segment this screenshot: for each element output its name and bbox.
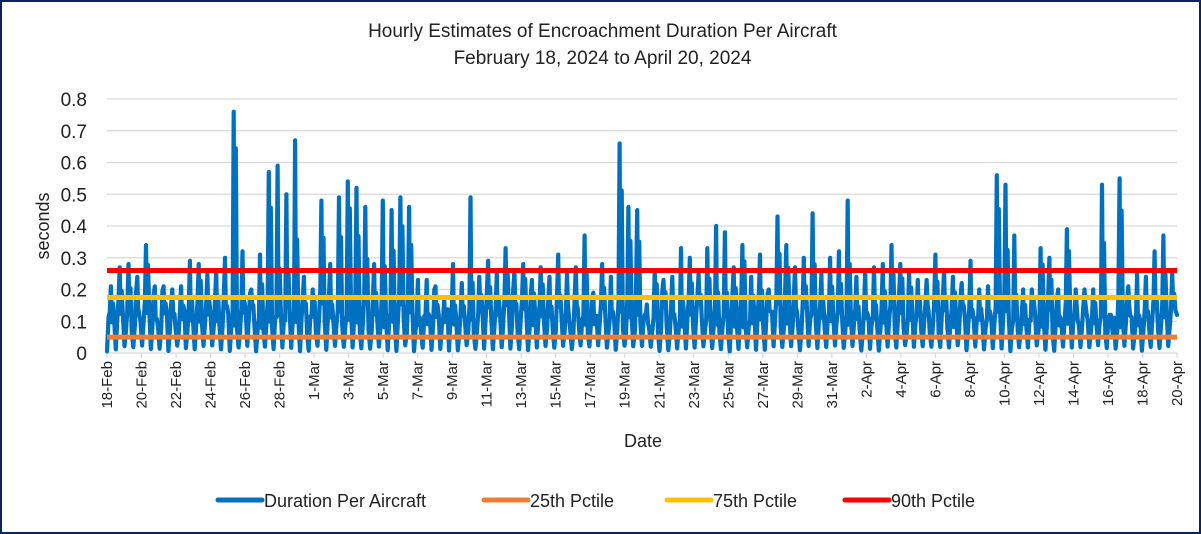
x-tick-label: 9-Mar bbox=[444, 361, 461, 400]
x-tick-label: 20-Feb bbox=[134, 361, 151, 409]
legend-label: 90th Pctile bbox=[891, 491, 975, 511]
legend-label: Duration Per Aircraft bbox=[264, 491, 426, 511]
legend-item: 75th Pctile bbox=[664, 491, 797, 511]
legend-item: Duration Per Aircraft bbox=[215, 491, 426, 511]
chart-subtitle: February 18, 2024 to April 20, 2024 bbox=[453, 48, 752, 69]
x-tick-label: 26-Feb bbox=[237, 361, 254, 409]
x-tick-label: 5-Mar bbox=[375, 361, 392, 400]
x-tick-label: 11-Mar bbox=[479, 361, 496, 407]
x-tick-label: 3-Mar bbox=[341, 361, 358, 400]
y-tick-label: 0.3 bbox=[61, 249, 87, 270]
legend-item: 90th Pctile bbox=[842, 491, 975, 511]
x-tick-label: 1-Mar bbox=[306, 361, 323, 400]
x-tick-label: 20-Apr bbox=[1169, 361, 1186, 406]
y-tick-label: 0.6 bbox=[61, 154, 87, 175]
legend-label: 75th Pctile bbox=[713, 491, 797, 511]
x-tick-label: 24-Feb bbox=[203, 361, 220, 409]
y-axis-title: seconds bbox=[33, 192, 53, 259]
x-tick-label: 7-Mar bbox=[410, 361, 427, 400]
x-tick-label: 28-Feb bbox=[272, 361, 289, 409]
x-tick-label: 17-Mar bbox=[582, 361, 599, 409]
x-axis: 18-Feb 20-Feb 22-Feb 24-Feb 26-Feb 28-Feb 1-Ma… bbox=[99, 352, 1186, 409]
x-tick-label: 23-Mar bbox=[686, 361, 703, 409]
y-tick-label: 0 bbox=[76, 344, 87, 365]
y-tick-label: 0.1 bbox=[61, 312, 87, 333]
x-tick-label: 6-Apr bbox=[927, 361, 944, 398]
legend-item: 25th Pctile bbox=[481, 491, 614, 511]
x-tick-label: 31-Mar bbox=[824, 361, 841, 409]
x-tick-label: 15-Mar bbox=[548, 361, 565, 409]
y-tick-label: 0.2 bbox=[61, 281, 87, 302]
x-tick-label: 16-Apr bbox=[1100, 361, 1117, 406]
plot-area bbox=[104, 109, 1180, 354]
chart-title: Hourly Estimates of Encroachment Duratio… bbox=[368, 21, 837, 42]
y-tick-label: 0.4 bbox=[61, 217, 88, 238]
x-tick-label: 25-Mar bbox=[720, 361, 737, 409]
y-tick-label: 0.5 bbox=[61, 185, 87, 206]
x-tick-label: 22-Feb bbox=[168, 361, 185, 409]
y-axis-ticks: 0 0.1 0.2 0.3 0.4 0.5 0.6 0.7 0.8 bbox=[61, 90, 88, 365]
x-tick-label: 8-Apr bbox=[962, 361, 979, 398]
series-duration-per-aircraft bbox=[104, 109, 1180, 354]
x-tick-label: 10-Apr bbox=[996, 361, 1013, 406]
x-tick-label: 2-Apr bbox=[858, 361, 875, 398]
x-tick-label: 27-Mar bbox=[755, 361, 772, 409]
y-tick-label: 0.7 bbox=[61, 122, 87, 143]
x-tick-label: 18-Feb bbox=[99, 361, 116, 409]
x-tick-label: 21-Mar bbox=[651, 361, 668, 409]
x-tick-label: 19-Mar bbox=[617, 361, 634, 409]
x-tick-label: 4-Apr bbox=[893, 361, 910, 398]
legend-label: 25th Pctile bbox=[530, 491, 614, 511]
x-tick-label: 13-Mar bbox=[513, 361, 530, 409]
x-axis-title: Date bbox=[624, 431, 662, 451]
legend: Duration Per Aircraft 25th Pctile 75th Pct… bbox=[215, 491, 975, 511]
x-tick-label: 18-Apr bbox=[1134, 361, 1151, 406]
y-tick-label: 0.8 bbox=[61, 90, 87, 111]
x-tick-label: 29-Mar bbox=[789, 361, 806, 409]
x-tick-label: 12-Apr bbox=[1031, 361, 1048, 406]
x-tick-label: 14-Apr bbox=[1065, 361, 1082, 406]
